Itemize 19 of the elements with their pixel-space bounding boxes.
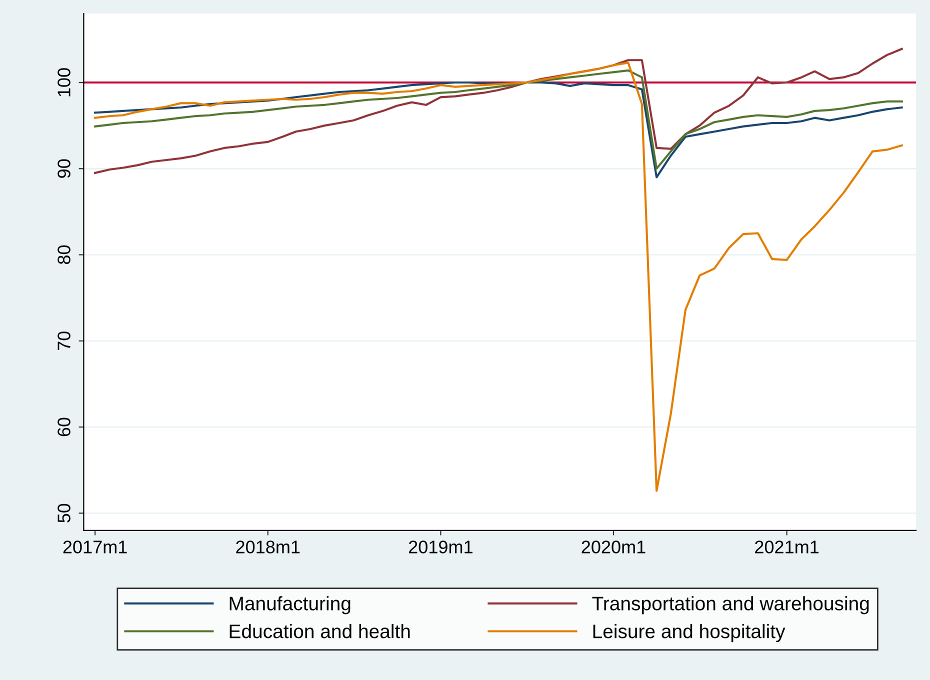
legend-label: Manufacturing (230, 596, 350, 614)
x-tick-label: 2018m1 (236, 540, 300, 554)
line-series (94, 81, 903, 178)
y-tick-label: 60 (58, 418, 70, 436)
y-tick-label: 50 (58, 504, 70, 522)
x-tick-label: 2017m1 (63, 540, 127, 554)
legend-label: Transportation and warehousing (592, 596, 869, 614)
line-series (94, 69, 903, 170)
legend-label: Education and health (230, 624, 410, 638)
line-series (94, 62, 903, 492)
x-tick-label: 2019m1 (408, 540, 472, 554)
y-tick-label: 100 (58, 68, 70, 96)
y-tick-label: 90 (58, 159, 70, 178)
x-tick-label: 2020m1 (582, 540, 646, 554)
line-series (94, 48, 903, 174)
y-tick-label: 80 (58, 245, 70, 264)
legend-label: Leisure and hospitality (593, 624, 786, 642)
x-tick-label: 2021m1 (755, 540, 819, 554)
y-tick-label: 70 (58, 332, 70, 350)
